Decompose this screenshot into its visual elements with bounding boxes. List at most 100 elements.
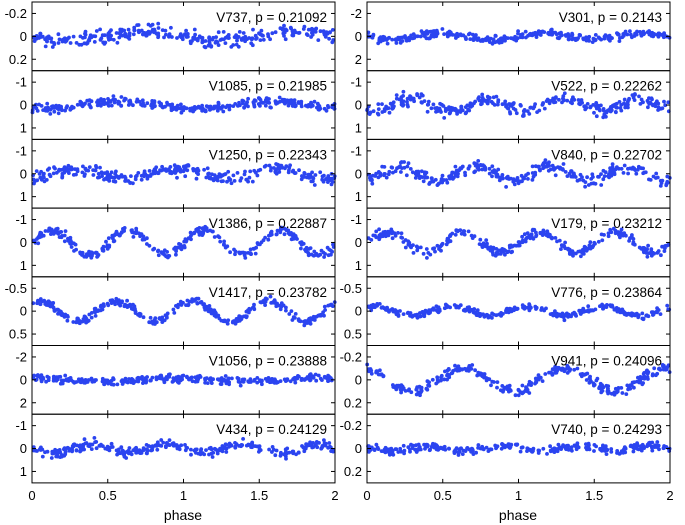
data-point	[390, 37, 395, 42]
data-point	[293, 171, 298, 175]
data-point	[434, 109, 438, 114]
data-point	[418, 34, 423, 39]
data-point	[577, 101, 581, 106]
data-point	[228, 250, 233, 255]
data-point	[424, 247, 429, 251]
data-point	[207, 377, 212, 382]
data-point	[67, 448, 72, 453]
data-point	[326, 253, 331, 258]
data-point	[123, 176, 128, 181]
data-point	[628, 29, 632, 34]
data-point	[179, 102, 183, 107]
data-point	[513, 393, 518, 398]
data-point	[318, 29, 323, 34]
data-point	[170, 35, 174, 39]
data-point	[321, 29, 326, 33]
data-point	[80, 104, 85, 109]
data-point	[403, 389, 408, 393]
y-tick-label: -1	[15, 143, 27, 158]
data-point	[665, 303, 670, 308]
data-point	[628, 383, 633, 388]
y-tick-label: 1	[355, 189, 362, 204]
data-point	[616, 32, 620, 37]
data-point	[46, 105, 50, 110]
data-point	[590, 40, 595, 44]
data-point	[322, 304, 327, 309]
data-point	[369, 174, 373, 179]
y-tick-label: 1	[20, 258, 27, 273]
y-tick-label: -1	[350, 143, 362, 158]
data-point	[122, 28, 127, 33]
data-point	[136, 171, 141, 175]
data-point	[182, 244, 187, 248]
data-point	[95, 254, 100, 258]
data-point	[631, 449, 636, 454]
data-point	[319, 248, 324, 253]
y-tick-label: -1	[350, 75, 362, 90]
data-point	[446, 373, 451, 378]
data-point	[452, 175, 456, 180]
data-point	[253, 33, 258, 38]
data-point	[263, 98, 268, 103]
data-point	[163, 167, 168, 172]
data-point	[290, 318, 295, 322]
data-point	[148, 315, 153, 320]
data-point	[168, 171, 173, 175]
data-point	[251, 246, 256, 251]
data-point	[556, 442, 561, 447]
data-point	[392, 104, 396, 109]
data-point	[168, 165, 173, 169]
data-point	[543, 372, 548, 376]
data-point	[250, 36, 255, 41]
data-point	[98, 304, 103, 309]
data-point	[415, 312, 419, 317]
data-point	[422, 99, 427, 103]
data-point	[79, 42, 84, 47]
data-point	[71, 320, 76, 324]
data-point	[139, 449, 144, 454]
data-point	[426, 102, 431, 107]
data-point	[509, 102, 513, 107]
data-point	[409, 245, 413, 250]
data-point	[38, 448, 43, 452]
data-point	[490, 164, 495, 169]
data-point	[524, 237, 528, 241]
data-point	[282, 232, 287, 237]
data-point	[477, 98, 482, 103]
data-point	[209, 44, 214, 49]
data-point	[56, 111, 61, 116]
data-point	[94, 446, 99, 451]
data-point	[149, 30, 154, 34]
data-point	[173, 245, 178, 250]
data-point	[655, 440, 660, 444]
data-point	[238, 314, 243, 319]
data-point	[504, 104, 508, 109]
data-point	[586, 308, 591, 312]
data-point	[522, 232, 527, 237]
data-point	[194, 227, 199, 232]
data-point	[435, 309, 440, 314]
data-point	[616, 308, 621, 312]
data-point	[92, 40, 97, 44]
data-point	[100, 376, 105, 381]
data-point	[640, 311, 645, 316]
data-point	[576, 249, 581, 254]
data-point	[459, 231, 464, 236]
data-point	[617, 100, 622, 104]
data-point	[207, 41, 212, 46]
data-point	[224, 450, 229, 454]
data-point	[470, 363, 475, 367]
data-point	[511, 179, 516, 184]
data-point	[279, 301, 284, 305]
y-tick-label: 2	[20, 395, 27, 410]
data-point	[507, 243, 512, 248]
data-point	[270, 31, 275, 36]
data-point	[56, 231, 61, 236]
data-point	[498, 176, 503, 181]
data-point	[119, 173, 124, 177]
data-point	[112, 239, 117, 243]
data-point	[287, 450, 292, 455]
